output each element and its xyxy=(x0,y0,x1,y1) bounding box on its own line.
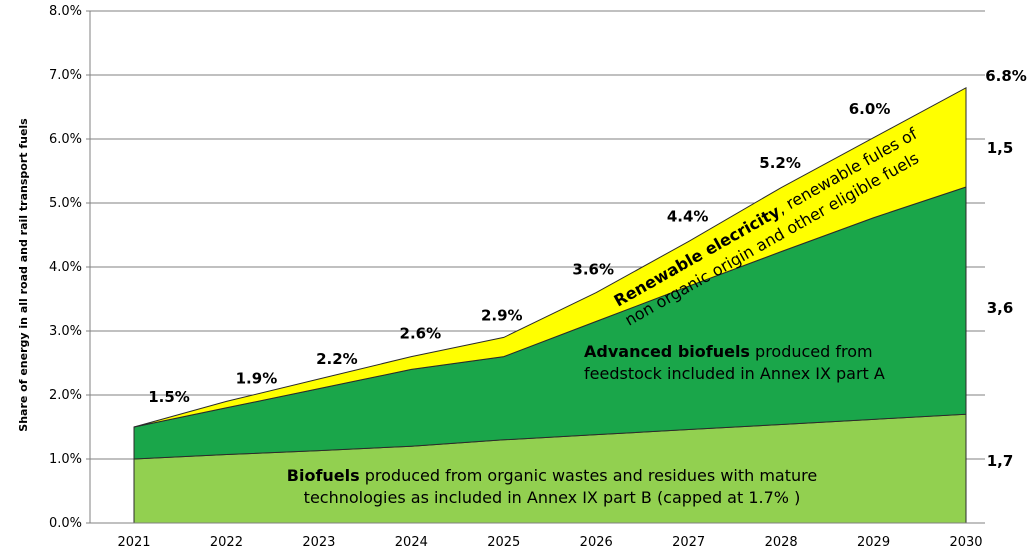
y-tick-label: 2.0% xyxy=(49,388,82,403)
total-label: 1.9% xyxy=(236,369,278,387)
area-renewable_elec xyxy=(133,86,967,428)
y-tick-label: 5.0% xyxy=(49,196,82,211)
advanced-biofuels-annotation-line1: Advanced biofuels produced from xyxy=(584,342,873,361)
biofuels-annotation-line1: Biofuels produced from organic wastes an… xyxy=(287,466,817,485)
area-series xyxy=(133,86,967,524)
total-label: 1.5% xyxy=(148,388,190,406)
x-tick-label: 2030 xyxy=(949,535,982,550)
advanced-biofuels-annotation-bold: Advanced biofuels xyxy=(584,342,750,361)
y-tick-label: 3.0% xyxy=(49,324,82,339)
biofuels-annotation-line2: technologies as included in Annex IX par… xyxy=(304,488,801,507)
x-tick-label: 2022 xyxy=(210,535,243,550)
y-tick-label: 6.0% xyxy=(49,132,82,147)
axes: 0.0% 1.0% 2.0% 3.0% 4.0% 5.0% 6.0% 7.0% 8.0% 2021… xyxy=(49,4,985,550)
x-tick-label: 2021 xyxy=(117,535,150,550)
x-tick-label: 2029 xyxy=(857,535,890,550)
total-label: 5.2% xyxy=(759,154,801,172)
total-label: 6.8% xyxy=(985,67,1027,85)
x-tick-label: 2023 xyxy=(302,535,335,550)
total-label: 6.0% xyxy=(849,100,891,118)
advanced-biofuels-annotation-line2: feedstock included in Annex IX part A xyxy=(584,364,885,383)
total-label: 4.4% xyxy=(667,207,709,225)
segment-value-label: 1,5 xyxy=(987,139,1014,157)
y-tick-label: 0.0% xyxy=(49,516,82,531)
total-label: 2.6% xyxy=(400,325,442,343)
total-label: 2.9% xyxy=(481,306,523,324)
biofuels-annotation-rest: produced from organic wastes and residue… xyxy=(360,466,818,485)
total-label: 3.6% xyxy=(572,261,614,279)
y-axis-label: Share of energy in all road and rail tra… xyxy=(17,118,30,432)
x-tick-label: 2024 xyxy=(395,535,428,550)
x-tick-label: 2026 xyxy=(580,535,613,550)
segment-value-label: 3,6 xyxy=(987,299,1014,317)
advanced-biofuels-annotation-rest: produced from xyxy=(750,342,873,361)
y-tick-label: 4.0% xyxy=(49,260,82,275)
biofuels-annotation-bold: Biofuels xyxy=(287,466,360,485)
x-tick-label: 2027 xyxy=(672,535,705,550)
x-tick-label: 2028 xyxy=(765,535,798,550)
x-tick-label: 2025 xyxy=(487,535,520,550)
y-tick-label: 7.0% xyxy=(49,68,82,83)
advanced-biofuels-annotation: Advanced biofuels produced from feedstock… xyxy=(584,342,885,383)
segment-value-label: 1,7 xyxy=(987,452,1014,470)
biofuels-annotation: Biofuels produced from organic wastes an… xyxy=(287,466,817,507)
y-tick-label: 1.0% xyxy=(49,452,82,467)
total-label: 2.2% xyxy=(316,350,358,368)
y-tick-label: 8.0% xyxy=(49,4,82,19)
